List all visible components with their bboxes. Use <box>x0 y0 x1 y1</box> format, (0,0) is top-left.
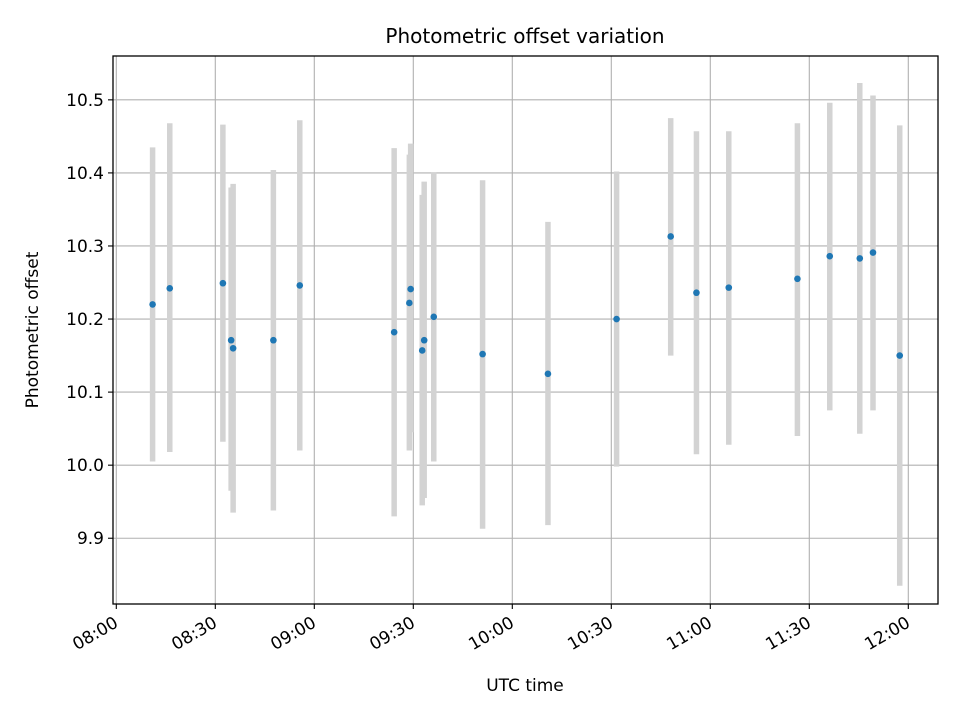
y-tick-label: 10.3 <box>66 237 104 257</box>
y-tick-label: 10.4 <box>66 164 104 184</box>
data-point <box>479 350 486 358</box>
data-point <box>149 301 156 308</box>
data-point <box>229 344 237 352</box>
y-tick-label: 10.5 <box>66 91 104 111</box>
data-point <box>406 299 413 307</box>
data-point <box>725 284 733 291</box>
data-point <box>390 328 398 336</box>
y-tick-label: 10.1 <box>66 383 104 403</box>
y-tick-label: 9.9 <box>77 529 104 549</box>
y-tick-label: 10.2 <box>66 310 104 330</box>
data-point <box>896 352 904 359</box>
data-point <box>794 275 801 283</box>
data-points <box>149 233 904 378</box>
data-point <box>420 336 428 344</box>
y-axis: 9.9 10.0 10.1 10.2 10.3 10.4 10.5 <box>66 91 113 549</box>
y-tick-label: 10.0 <box>66 456 104 476</box>
data-point <box>270 336 277 344</box>
data-point <box>869 249 877 256</box>
data-point <box>227 336 235 344</box>
data-point <box>826 252 834 260</box>
data-point <box>418 347 426 354</box>
data-point <box>296 282 304 289</box>
data-point <box>693 289 700 297</box>
chart-title: Photometric offset variation <box>385 24 664 48</box>
data-point <box>544 370 552 378</box>
data-point <box>407 285 414 293</box>
grid <box>113 56 938 604</box>
y-axis-title: Photometric offset <box>23 251 43 408</box>
data-point <box>667 233 674 240</box>
plot-area-frame <box>112 55 939 605</box>
data-point <box>219 279 227 287</box>
data-point <box>166 285 174 292</box>
x-axis-title: UTC time <box>486 676 564 696</box>
data-point <box>430 313 438 321</box>
data-point <box>613 315 620 323</box>
data-point <box>856 255 864 262</box>
